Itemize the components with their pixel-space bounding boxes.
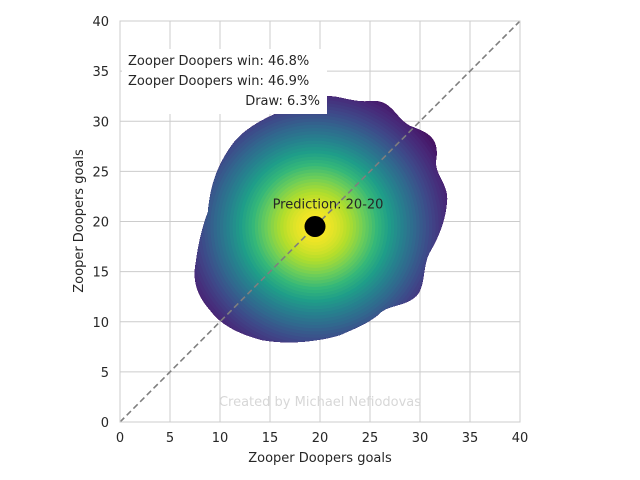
y-tick-label: 35 <box>92 65 109 80</box>
x-tick-label: 10 <box>212 431 229 446</box>
x-axis-ticks: 0 5 10 15 20 25 30 35 40 <box>116 431 528 446</box>
y-axis-ticks: 0 5 10 15 20 25 30 35 40 <box>92 15 109 431</box>
plot-area: Prediction: 20-20 <box>119 20 521 423</box>
x-tick-label: 5 <box>166 431 174 446</box>
watermark: Created by Michael Nefiodovas <box>219 395 421 410</box>
y-tick-label: 25 <box>92 165 109 180</box>
draw-probability: Draw: 6.3% <box>245 94 320 109</box>
y-tick-label: 40 <box>92 15 109 30</box>
x-tick-label: 25 <box>362 431 379 446</box>
prediction-label: Prediction: 20-20 <box>273 198 384 213</box>
x-tick-label: 0 <box>116 431 124 446</box>
x-tick-label: 35 <box>462 431 479 446</box>
x-tick-label: 20 <box>312 431 329 446</box>
x-tick-label: 15 <box>262 431 279 446</box>
y-tick-label: 30 <box>92 115 109 130</box>
y-axis-label: Zooper Doopers goals <box>72 149 87 293</box>
plot-frame <box>119 20 521 423</box>
y-tick-label: 10 <box>92 316 109 331</box>
probability-legend: Zooper Doopers win: 46.8% Zooper Doopers… <box>122 49 327 114</box>
prediction-point <box>304 216 326 238</box>
y-tick-label: 20 <box>92 216 109 231</box>
y-tick-label: 0 <box>101 416 109 431</box>
x-tick-label: 40 <box>512 431 529 446</box>
y-tick-label: 15 <box>92 266 109 281</box>
y-tick-label: 5 <box>101 366 109 381</box>
x-tick-label: 30 <box>412 431 429 446</box>
probability-legend-background <box>122 49 327 114</box>
x-axis-label: Zooper Doopers goals <box>248 451 392 466</box>
away-win-probability: Zooper Doopers win: 46.9% <box>128 74 309 89</box>
home-win-probability: Zooper Doopers win: 46.8% <box>128 54 309 69</box>
